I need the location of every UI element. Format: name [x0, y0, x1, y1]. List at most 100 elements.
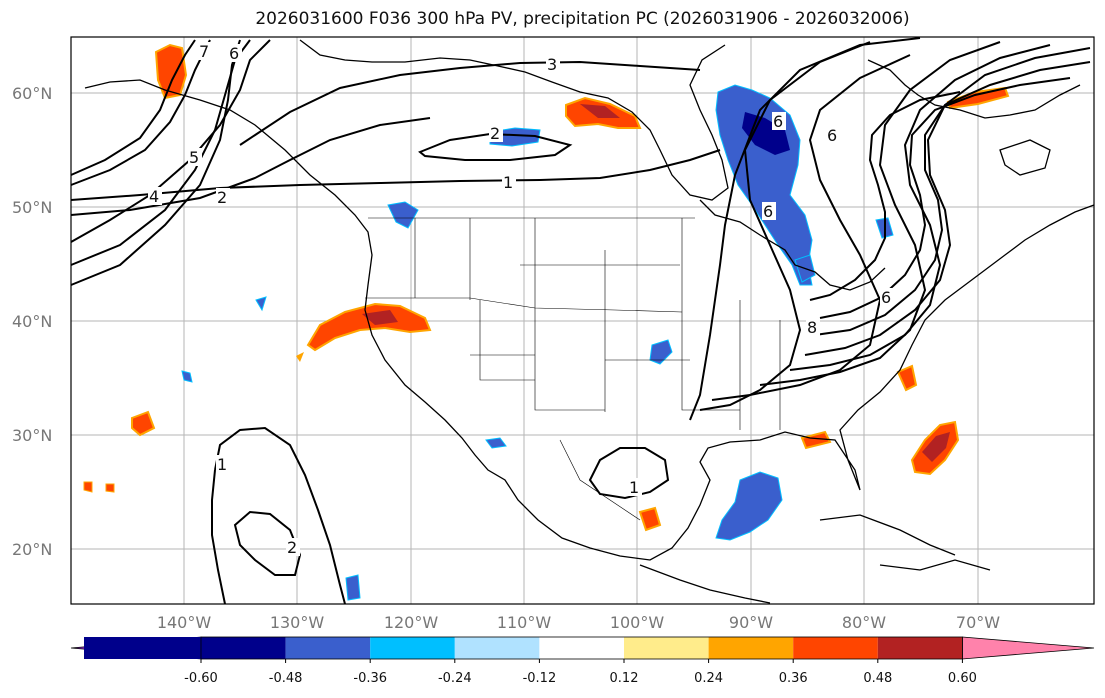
contour-6-nw	[70, 39, 241, 286]
colorbar-tick-label: 0.24	[694, 671, 723, 686]
contour-label: 1	[217, 455, 227, 474]
contour-3	[239, 60, 701, 146]
colorbar-outline	[200, 636, 963, 660]
precip-shading	[83, 43, 1010, 601]
contour-label: 2	[217, 188, 227, 207]
colorbar-ticks: -0.60 -0.48 -0.36 -0.24 -0.12 0.12 0.24 0.36 0.4…	[184, 659, 977, 686]
lat-label: 40°N	[12, 312, 52, 331]
colorbar-bin	[793, 637, 878, 659]
contour-4	[70, 39, 271, 243]
contour-label: 6	[827, 126, 837, 145]
trough-inner	[809, 91, 961, 301]
colorbar-bin	[708, 637, 794, 659]
lat-label: 50°N	[12, 198, 52, 217]
colorbar-bin	[285, 637, 371, 659]
colorbar-tick-label: 0.60	[948, 671, 977, 686]
colorbar-tick-label: 0.36	[779, 671, 808, 686]
lon-label: 70°W	[956, 613, 1000, 632]
contour-label: 3	[547, 55, 557, 74]
precip-neg-gulf	[715, 471, 783, 541]
precip-pos-pac4	[296, 352, 304, 362]
precip-pos-california	[306, 302, 432, 352]
lat-label: 30°N	[12, 426, 52, 445]
colorbar-bin	[877, 637, 963, 659]
contour-1-mexico	[588, 447, 670, 500]
contour-2-pacific	[233, 510, 302, 576]
contour-label: 2	[287, 538, 297, 557]
trough-4	[759, 41, 1001, 386]
lat-label: 60°N	[12, 84, 52, 103]
lon-label: 130°W	[270, 613, 325, 632]
contour-label: 6	[763, 202, 773, 221]
precip-pos-yucatan	[638, 506, 662, 532]
trough-5	[789, 44, 1051, 371]
colorbar-tick-label: 0.48	[863, 671, 892, 686]
colorbar-bin	[84, 637, 286, 659]
trough-2	[699, 41, 871, 411]
precip-neg-pac2	[181, 370, 193, 383]
contour-label: 2	[490, 124, 500, 143]
colorbar-tick-label: -0.60	[184, 671, 218, 686]
lon-label: 80°W	[842, 613, 886, 632]
map-title: 2026031600 F036 300 hPa PV, precipitatio…	[255, 9, 910, 29]
trough-7	[814, 61, 1091, 336]
colorbar-tick-label: 0.12	[610, 671, 639, 686]
precip-pos-pac3	[105, 483, 115, 493]
map-frame	[70, 36, 1095, 605]
precip-pos-california-core	[362, 310, 398, 325]
precip-pos-alaska	[154, 43, 188, 100]
latitude-labels: 60°N 50°N 40°N 30°N 20°N	[12, 84, 52, 559]
contour-2-loop	[418, 132, 573, 161]
precip-pos-florida	[800, 430, 832, 450]
lon-label: 120°W	[384, 613, 439, 632]
colorbar-tick-label: -0.12	[523, 671, 557, 686]
lon-label: 110°W	[497, 613, 552, 632]
colorbar-tick-label: -0.24	[438, 671, 472, 686]
contour-label: 1	[629, 478, 639, 497]
colorbar	[70, 636, 1095, 660]
precip-pos-pac2	[83, 481, 93, 493]
colorbar-bin	[624, 637, 709, 659]
contour-label: 7	[199, 42, 209, 61]
precip-pos-carolina	[896, 364, 918, 392]
colorbar-tick-label: -0.36	[353, 671, 387, 686]
state-borders	[365, 217, 781, 521]
contour-label: 4	[149, 187, 159, 206]
precip-neg-core	[742, 112, 790, 155]
precip-neg-baja	[485, 437, 507, 449]
trough-6	[804, 47, 1091, 356]
precip-neg-pac3	[345, 574, 361, 601]
colorbar-bin	[370, 637, 455, 659]
colorbar-bin	[539, 637, 624, 659]
contour-label: 6	[229, 44, 239, 63]
lon-label: 90°W	[729, 613, 773, 632]
lon-label: 140°W	[157, 613, 212, 632]
precip-neg-bc	[387, 201, 419, 229]
coastlines	[84, 39, 1095, 604]
precip-pos-atlantic-core	[922, 432, 950, 462]
contour-2-north	[70, 117, 431, 216]
precip-pos-hudson-core	[580, 104, 620, 118]
contour-7	[70, 39, 211, 186]
contour-label: 5	[189, 148, 199, 167]
lat-label: 20°N	[12, 540, 52, 559]
contour-label-group: 7 6 5 4 2 2 3 1 6 1 2 1 6 8 6 6	[148, 42, 894, 557]
lon-label: 100°W	[610, 613, 665, 632]
trough-3	[711, 54, 911, 401]
contour-5	[70, 39, 251, 266]
contour-6b	[70, 39, 196, 176]
precip-neg-pac1	[255, 296, 267, 312]
colorbar-bin	[454, 637, 540, 659]
contour-label: 8	[807, 318, 817, 337]
longitude-labels: 140°W 130°W 120°W 110°W 100°W 90°W 80°W …	[157, 613, 1000, 632]
colorbar-tick-label: -0.48	[269, 671, 303, 686]
contour-1-left	[211, 469, 226, 605]
contour-label: 1	[503, 173, 513, 192]
colorbar-extend-max	[962, 636, 1095, 660]
contour-1-north	[70, 149, 721, 201]
precip-pos-pac1	[131, 410, 156, 437]
pv-contours	[70, 37, 1091, 605]
contour-label: 6	[773, 112, 783, 131]
trough-1	[689, 37, 921, 421]
